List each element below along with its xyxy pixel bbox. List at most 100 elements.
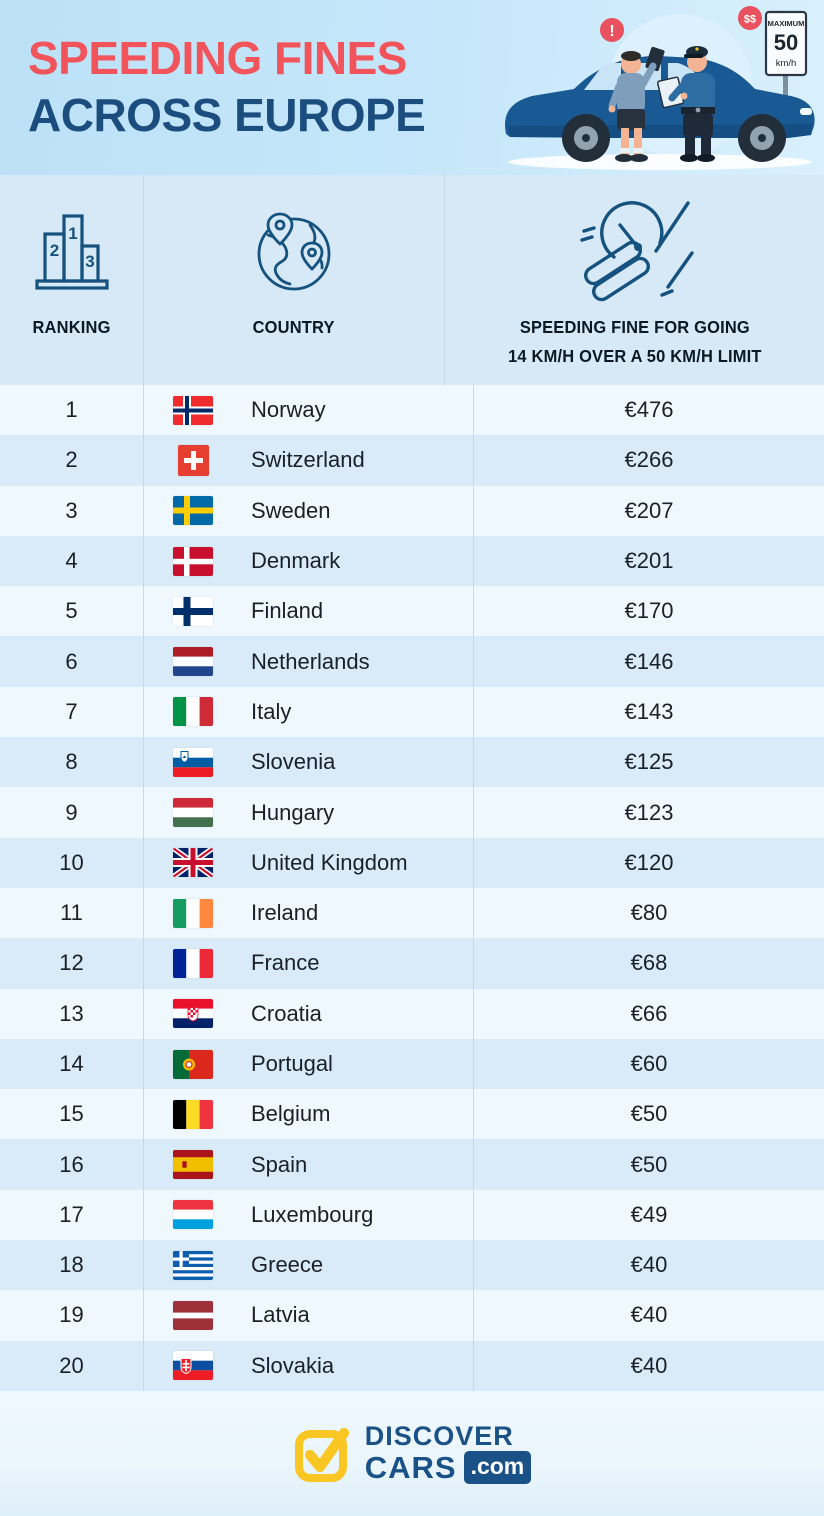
rank-cell: 1	[65, 397, 78, 423]
table-row: 19 Latvia €40	[0, 1290, 824, 1341]
country-cell: Italy	[143, 686, 473, 738]
slovenia-flag-icon	[173, 747, 213, 778]
column-header-fine: SPEEDING FINE FOR GOING 14 KM/H OVER A 5…	[444, 175, 824, 385]
globe-icon	[248, 195, 340, 307]
switzerland-flag-icon	[173, 444, 213, 476]
table-row: 1 Norway €476	[0, 385, 824, 436]
norway-flag-icon	[173, 395, 213, 426]
rank-cell: 18	[59, 1252, 84, 1278]
italy-flag-icon	[173, 696, 213, 727]
footer: DISCOVER CARS .com	[0, 1390, 824, 1516]
country-cell: Ireland	[143, 887, 473, 939]
rank-cell: 11	[60, 900, 83, 926]
country-name: Slovakia	[251, 1352, 335, 1378]
country-cell: Norway	[143, 385, 473, 436]
svg-text:$$: $$	[744, 14, 756, 26]
rank-cell: 6	[65, 648, 78, 674]
fine-value: €120	[473, 837, 824, 888]
police-officer-figure	[656, 46, 716, 162]
country-name: Slovenia	[251, 749, 336, 775]
greece-flag-icon	[173, 1250, 213, 1281]
country-cell: Spain	[143, 1139, 473, 1190]
country-cell: Latvia	[143, 1290, 473, 1341]
country-cell: United Kingdom	[143, 837, 473, 888]
rank-cell: 2	[65, 447, 78, 473]
rank-cell: 9	[65, 799, 78, 825]
country-name: Portugal	[251, 1051, 333, 1076]
table-row: 14 Portugal €60	[0, 1038, 824, 1090]
country-cell: Finland	[143, 586, 473, 637]
hungary-flag-icon	[173, 797, 213, 828]
table-row: 18 Greece €40	[0, 1240, 824, 1291]
table-row: 20 Slovakia €40	[0, 1340, 824, 1391]
country-cell: Croatia	[143, 988, 473, 1039]
fine-value: €123	[473, 787, 824, 838]
speeding-fine-icon	[572, 195, 698, 307]
country-cell: Portugal	[143, 1038, 473, 1090]
table-row: 12 France €68	[0, 938, 824, 989]
table-row: 3 Sweden €207	[0, 485, 824, 536]
fine-header-label: SPEEDING FINE FOR GOING 14 KM/H OVER A 5…	[508, 313, 762, 371]
country-cell: Hungary	[143, 787, 473, 838]
table-row: 9 Hungary €123	[0, 787, 824, 838]
table-header: 2 1 3 RANKING COUNTRY	[0, 175, 824, 385]
country-name: Denmark	[251, 548, 341, 574]
rank-cell: 10	[59, 849, 84, 875]
table-row: 16 Spain €50	[0, 1139, 824, 1190]
country-name: Hungary	[251, 799, 335, 825]
fine-value: €80	[473, 887, 824, 939]
table-row: 4 Denmark €201	[0, 535, 824, 587]
column-header-ranking: 2 1 3 RANKING	[0, 175, 143, 385]
fine-value: €40	[473, 1290, 824, 1341]
country-name: Norway	[251, 397, 326, 423]
country-name: Finland	[251, 598, 324, 624]
table-row: 15 Belgium €50	[0, 1089, 824, 1140]
logo-cars: CARS	[364, 1450, 457, 1486]
police-ticket-illustration: MAXIMUM 50 km/h	[505, 6, 815, 170]
svg-text:2: 2	[49, 241, 58, 260]
driver-figure	[608, 46, 665, 162]
country-cell: Luxembourg	[143, 1189, 473, 1241]
fine-value: €60	[473, 1038, 824, 1090]
logo-com-badge: .com	[463, 1451, 532, 1485]
fine-value: €40	[473, 1340, 824, 1391]
fine-header-line1: SPEEDING FINE FOR GOING	[519, 317, 750, 337]
country-name: Italy	[251, 698, 292, 724]
latvia-flag-icon	[173, 1300, 213, 1331]
sweden-flag-icon	[173, 495, 213, 526]
rank-cell: 4	[65, 548, 78, 574]
table-row: 10 United Kingdom €120	[0, 837, 824, 888]
table-row: 17 Luxembourg €49	[0, 1189, 824, 1241]
fine-value: €68	[473, 938, 824, 989]
fine-value: €201	[473, 535, 824, 587]
page-title-line1: SPEEDING FINES	[28, 32, 407, 84]
country-name: Belgium	[251, 1101, 331, 1127]
rank-cell: 5	[65, 598, 78, 624]
logo-text: DISCOVER CARS .com	[364, 1422, 532, 1486]
table-row: 6 Netherlands €146	[0, 636, 824, 687]
rank-cell: 15	[59, 1101, 84, 1127]
country-name: Latvia	[251, 1302, 310, 1328]
discovercars-logo: DISCOVER CARS .com	[293, 1422, 532, 1486]
fine-value: €143	[473, 686, 824, 738]
check-square-icon	[294, 1428, 349, 1483]
ireland-flag-icon	[173, 898, 213, 929]
svg-text:1: 1	[68, 224, 77, 243]
united-kingdom-flag-icon	[173, 847, 213, 878]
portugal-flag-icon	[173, 1049, 213, 1080]
fine-header-line2: 14 KM/H OVER A 50 KM/H LIMIT	[507, 346, 762, 366]
fine-value: €146	[473, 636, 824, 687]
country-cell: Slovakia	[143, 1340, 473, 1391]
slovakia-flag-icon	[173, 1350, 213, 1381]
table-row: 5 Finland €170	[0, 586, 824, 637]
country-name: United Kingdom	[251, 849, 408, 875]
country-cell: France	[143, 938, 473, 989]
country-name: France	[251, 950, 320, 976]
svg-text:km/h: km/h	[776, 58, 797, 69]
denmark-flag-icon	[173, 546, 213, 577]
france-flag-icon	[173, 948, 213, 979]
fine-value: €40	[473, 1240, 824, 1291]
rank-cell: 16	[59, 1151, 84, 1177]
fine-value: €207	[473, 485, 824, 536]
